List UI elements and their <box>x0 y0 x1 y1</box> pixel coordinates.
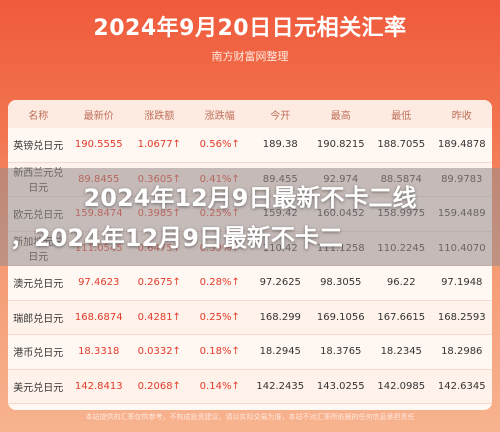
rate-cell: 0.4281↑ <box>129 300 190 335</box>
column-header: 最新价 <box>68 100 129 128</box>
column-header: 涨跌幅 <box>189 100 250 128</box>
rate-cell: 1.0677↑ <box>129 128 190 163</box>
rate-cell: 190.5555 <box>68 128 129 163</box>
banner-line-2: ，2024年12月9日最新不卡二 <box>10 224 343 252</box>
rate-cell: 0.0332↑ <box>129 334 190 370</box>
rate-cell: 188.7055 <box>371 128 432 163</box>
rate-cell: 142.6345 <box>431 369 492 404</box>
rate-cell: 167.6615 <box>371 300 432 335</box>
table-row: 瑞郎兑日元 168.6874 0.4281↑ 0.25%↑ 168.299 169.105… <box>8 300 492 335</box>
currency-pair-name: 澳元兑日元 <box>8 265 69 301</box>
page-title: 2024年9月20日日元相关汇率 <box>93 16 407 41</box>
column-header: 最低 <box>371 100 432 128</box>
rate-cell: 18.2945 <box>250 334 311 370</box>
watermark-banner <box>0 168 500 266</box>
rate-cell: 142.2435 <box>250 369 311 404</box>
currency-pair-name: 瑞郎兑日元 <box>8 300 69 335</box>
rate-cell: 0.18%↑ <box>189 334 250 370</box>
table-row: 港币兑日元 18.3318 0.0332↑ 0.18%↑ 18.2945 18.3765 1… <box>8 334 492 370</box>
rate-cell: 18.2345 <box>371 334 432 370</box>
rate-cell: 97.1948 <box>431 265 492 301</box>
rate-cell: 0.2675↑ <box>129 265 190 301</box>
rate-cell: 168.299 <box>250 300 311 335</box>
table-row: 英镑兑日元 190.5555 1.0677↑ 0.56%↑ 189.38 190.8215… <box>8 128 492 163</box>
rate-cell: 142.0985 <box>371 369 432 404</box>
column-header: 今开 <box>250 100 311 128</box>
currency-pair-name: 英镑兑日元 <box>8 128 69 163</box>
rate-cell: 143.0255 <box>310 369 371 404</box>
rate-cell: 18.3765 <box>310 334 371 370</box>
rate-cell: 97.2625 <box>250 265 311 301</box>
rate-cell: 169.1056 <box>310 300 371 335</box>
rate-cell: 189.38 <box>250 128 311 163</box>
rate-cell: 97.4623 <box>68 265 129 301</box>
table-row: 美元兑日元 142.8413 0.2068↑ 0.14%↑ 142.2435 143.02… <box>8 369 492 404</box>
rate-cell: 142.8413 <box>68 369 129 404</box>
rate-cell: 168.6874 <box>68 300 129 335</box>
rate-cell: 98.3055 <box>310 265 371 301</box>
page-subtitle: 南方财富网整理 <box>211 50 289 63</box>
rate-cell: 0.28%↑ <box>189 265 250 301</box>
currency-pair-name: 港币兑日元 <box>8 334 69 370</box>
currency-pair-name: 美元兑日元 <box>8 369 69 404</box>
disclaimer-footer: 本站提供的汇率仅供参考，不构成投资建议，请以实际交易为准，本站不对汇率所依据的任… <box>85 413 415 421</box>
rate-cell: 18.3318 <box>68 334 129 370</box>
rate-cell: 189.4878 <box>431 128 492 163</box>
column-header: 涨跌额 <box>129 100 190 128</box>
rate-cell: 0.14%↑ <box>189 369 250 404</box>
rate-cell: 96.22 <box>371 265 432 301</box>
rate-cell: 190.8215 <box>310 128 371 163</box>
column-header: 名称 <box>8 100 69 128</box>
rate-cell: 18.2986 <box>431 334 492 370</box>
column-header: 最高 <box>310 100 371 128</box>
table-header-row: 名称 最新价 涨跌额 涨跌幅 今开 最高 最低 昨收 <box>8 100 492 128</box>
column-header: 昨收 <box>431 100 492 128</box>
banner-line-1: 2024年12月9日最新不卡二线 <box>83 184 417 212</box>
rate-cell: 0.56%↑ <box>189 128 250 163</box>
table-row: 澳元兑日元 97.4623 0.2675↑ 0.28%↑ 97.2625 98.3055 9… <box>8 265 492 301</box>
rate-cell: 0.2068↑ <box>129 369 190 404</box>
rate-cell: 0.25%↑ <box>189 300 250 335</box>
rate-cell: 168.2593 <box>431 300 492 335</box>
